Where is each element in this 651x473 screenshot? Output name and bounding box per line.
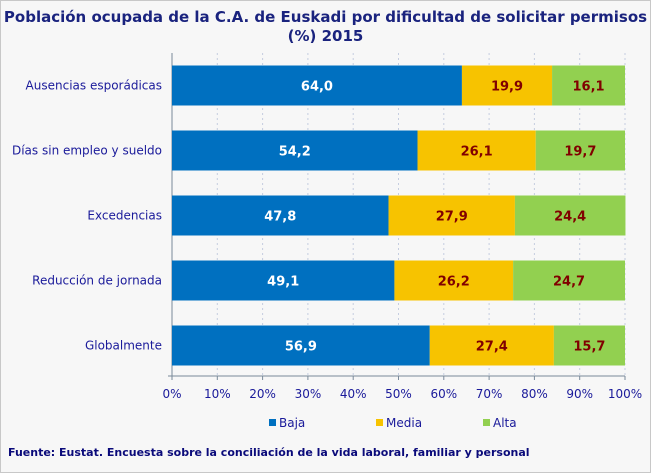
data-label: 16,1	[572, 80, 604, 95]
x-tick-label: 50%	[385, 387, 412, 401]
bar-alta	[553, 325, 625, 366]
data-label: 19,9	[491, 80, 523, 95]
x-tick-label: 20%	[249, 387, 276, 401]
bar-alta	[535, 130, 625, 171]
legend-swatch	[376, 419, 383, 426]
bar-baja	[172, 260, 395, 301]
data-label: 15,7	[573, 340, 605, 355]
source-note: Fuente: Eustat. Encuesta sobre la concil…	[8, 446, 530, 459]
x-tick-label: 80%	[521, 387, 548, 401]
data-label: 27,4	[476, 340, 508, 355]
bar-media	[461, 65, 553, 106]
legend-label: Media	[386, 416, 422, 430]
category-label: Ausencias esporádicas	[26, 79, 162, 93]
category-label: Excedencias	[87, 209, 162, 223]
bar-media	[417, 130, 536, 171]
x-tick-label: 100%	[608, 387, 642, 401]
data-label: 19,7	[564, 145, 596, 160]
data-label: 54,2	[279, 145, 311, 160]
bar-alta	[514, 195, 626, 236]
data-label: 64,0	[301, 80, 333, 95]
data-label: 49,1	[267, 275, 299, 290]
x-tick-label: 0%	[162, 387, 181, 401]
bar-media	[429, 325, 554, 366]
data-label: 26,2	[438, 275, 470, 290]
bar-baja	[172, 65, 462, 106]
x-tick-label: 30%	[295, 387, 322, 401]
bar-media	[394, 260, 514, 301]
category-label: Reducción de jornada	[32, 274, 162, 288]
x-tick-label: 10%	[204, 387, 231, 401]
category-label: Globalmente	[85, 339, 162, 353]
legend-swatch	[483, 419, 490, 426]
data-label: 27,9	[436, 210, 468, 225]
data-label: 24,7	[553, 275, 585, 290]
data-label: 56,9	[285, 340, 317, 355]
data-label: 26,1	[461, 145, 493, 160]
bar-baja	[172, 195, 389, 236]
chart-title: Población ocupada de la C.A. de Euskadi …	[3, 8, 648, 45]
bar-baja	[172, 130, 418, 171]
legend-label: Baja	[279, 416, 305, 430]
x-tick-label: 40%	[340, 387, 367, 401]
x-tick-label: 90%	[566, 387, 593, 401]
bar-chart: 0% 10% 20% 30% 40% 50% 60% 70% 80% 90% 100% Ausenci…	[12, 53, 642, 430]
bar-baja	[172, 325, 430, 366]
data-label: 47,8	[264, 210, 296, 225]
x-tick-label: 70%	[476, 387, 503, 401]
legend-label: Alta	[493, 416, 517, 430]
bar-media	[388, 195, 515, 236]
legend-swatch	[269, 419, 276, 426]
x-tick-label: 60%	[430, 387, 457, 401]
category-label: Días sin empleo y sueldo	[12, 144, 162, 158]
bar-alta	[513, 260, 625, 301]
bar-alta	[552, 65, 625, 106]
data-label: 24,4	[554, 210, 586, 225]
